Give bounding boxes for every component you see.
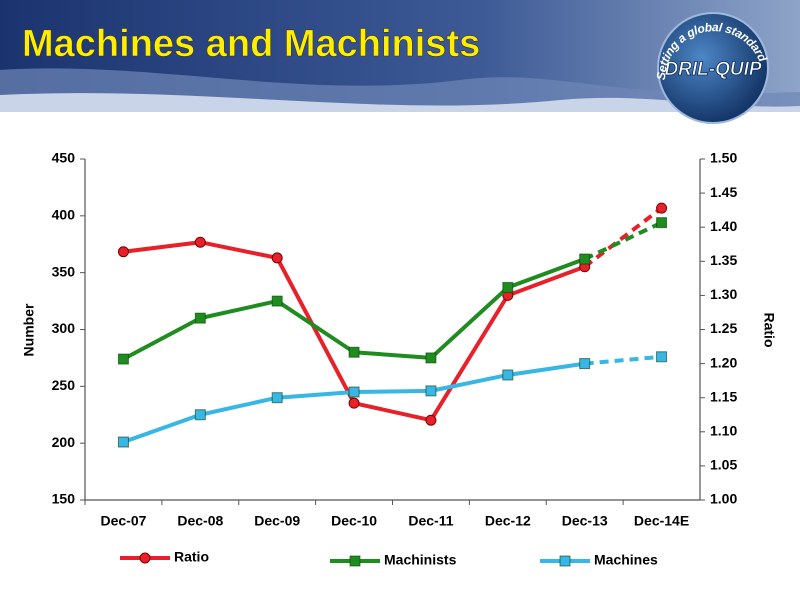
y2-tick-label: 1.20 xyxy=(710,354,737,370)
legend-label: Machinists xyxy=(384,552,457,568)
logo-name: DRIL-QUIP xyxy=(664,59,761,80)
data-point xyxy=(348,397,360,409)
data-point xyxy=(348,386,360,398)
header-edge xyxy=(0,112,800,118)
y2-tick-label: 1.15 xyxy=(710,388,737,404)
x-tick-label: Dec-10 xyxy=(331,513,377,529)
data-point xyxy=(656,202,668,214)
legend-label: Machines xyxy=(594,552,658,568)
x-tick-label: Dec-07 xyxy=(100,513,146,529)
y-tick-label: 150 xyxy=(52,491,76,507)
data-point xyxy=(194,236,206,248)
y-axis-label: Number xyxy=(21,303,37,356)
series-line-projected xyxy=(583,206,663,269)
y-tick-label: 300 xyxy=(52,320,76,336)
logo-globe xyxy=(657,12,769,124)
data-point xyxy=(656,351,668,363)
y2-tick-label: 1.50 xyxy=(710,150,737,166)
y2-tick-label: 1.25 xyxy=(710,320,737,336)
data-point xyxy=(502,369,514,381)
data-point xyxy=(194,312,206,324)
data-point xyxy=(117,353,129,365)
y2-axis-label: Ratio xyxy=(761,313,777,348)
y2-tick-label: 1.05 xyxy=(710,457,737,473)
data-point xyxy=(271,252,283,264)
data-point xyxy=(271,392,283,404)
legend-label: Ratio xyxy=(174,549,209,565)
data-point xyxy=(117,436,129,448)
legend-marker xyxy=(139,552,151,564)
x-tick-label: Dec-12 xyxy=(485,513,531,529)
data-point xyxy=(425,414,437,426)
data-point xyxy=(579,358,591,370)
legend-marker xyxy=(349,555,361,567)
data-point xyxy=(194,409,206,421)
x-tick-label: Dec-08 xyxy=(177,513,223,529)
data-point xyxy=(425,352,437,364)
y-tick-label: 450 xyxy=(52,150,76,166)
y-tick-label: 200 xyxy=(52,434,76,450)
x-tick-label: Dec-14E xyxy=(634,513,689,529)
series-line-projected xyxy=(583,220,663,261)
x-tick-label: Dec-09 xyxy=(254,513,300,529)
y-tick-label: 350 xyxy=(52,263,76,279)
y2-tick-label: 1.35 xyxy=(710,252,737,268)
y2-tick-label: 1.30 xyxy=(710,286,737,302)
x-tick-label: Dec-13 xyxy=(562,513,608,529)
y2-tick-label: 1.45 xyxy=(710,184,737,200)
series-line xyxy=(122,257,586,361)
data-point xyxy=(502,281,514,293)
data-point xyxy=(425,385,437,397)
data-point xyxy=(348,346,360,358)
y2-tick-label: 1.40 xyxy=(710,218,737,234)
data-point xyxy=(656,217,668,229)
header-wave xyxy=(0,93,800,118)
x-tick-label: Dec-11 xyxy=(408,513,453,529)
data-point xyxy=(579,253,591,265)
chart-title: Machines and Machinists xyxy=(22,23,480,65)
logo: DRIL-QUIP Setting a global standard xyxy=(654,12,770,124)
y-tick-label: 250 xyxy=(52,377,76,393)
y-tick-label: 400 xyxy=(52,207,76,223)
legend-marker xyxy=(559,555,571,567)
y2-tick-label: 1.10 xyxy=(710,423,737,439)
data-point xyxy=(271,295,283,307)
series-line-projected xyxy=(584,354,662,366)
data-point xyxy=(117,246,129,258)
y2-tick-label: 1.00 xyxy=(710,491,737,507)
